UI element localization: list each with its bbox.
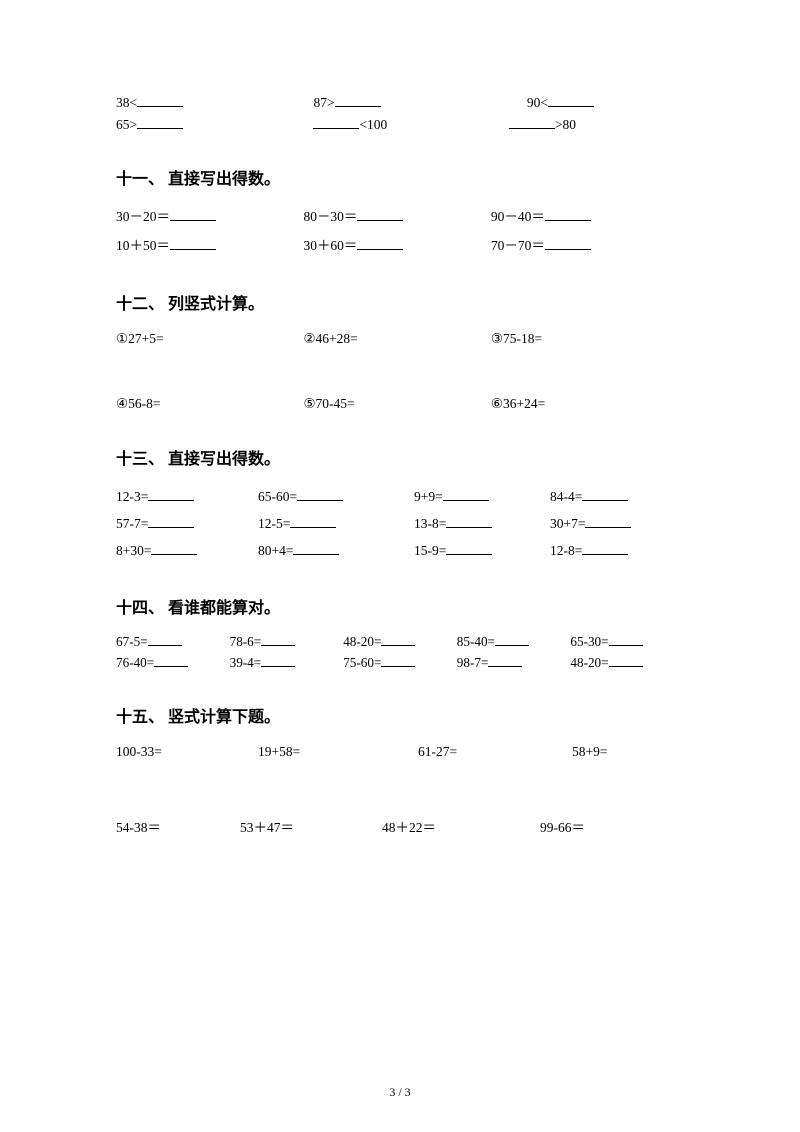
cell: >80: [491, 114, 684, 136]
s15-row-1: 100-33= 19+58= 61-27= 58+9=: [116, 741, 684, 763]
cell: 78-6=: [230, 632, 344, 652]
cell: ②46+28=: [303, 328, 490, 350]
section-15-title: 十五、 竖式计算下题。: [116, 703, 684, 727]
cell: 12-3=: [116, 483, 258, 510]
cell: 13-8=: [400, 510, 542, 537]
s13-row-1: 12-3= 65-60= 9+9= 84-4=: [116, 483, 684, 510]
cell: 38<: [116, 92, 303, 114]
cell: 65-30=: [570, 632, 684, 652]
cell: 80－30＝: [303, 203, 490, 231]
s14-row-1: 67-5= 78-6= 48-20= 85-40= 65-30=: [116, 632, 684, 652]
cell: 99-66＝: [524, 817, 666, 839]
cell: 58+9=: [542, 741, 684, 763]
s11-row-1: 30－20＝ 80－30＝ 90－40＝: [116, 203, 684, 231]
cell: 65>: [116, 114, 303, 136]
cell: 65-60=: [258, 483, 400, 510]
cell: 87>: [303, 92, 490, 114]
cell: 48-20=: [343, 632, 457, 652]
s13-row-2: 57-7= 12-5= 13-8= 30+7=: [116, 510, 684, 537]
cell: ④56-8=: [116, 393, 303, 415]
cell: 12-8=: [542, 537, 684, 564]
cell: 10＋50＝: [116, 232, 303, 260]
cell: 57-7=: [116, 510, 258, 537]
cell: ③75-18=: [491, 328, 684, 350]
cell: 48＋22＝: [382, 817, 524, 839]
cell: 30－20＝: [116, 203, 303, 231]
cell: 84-4=: [542, 483, 684, 510]
cell: 70－70＝: [491, 232, 684, 260]
cell: <100: [303, 114, 490, 136]
cell: 90－40＝: [491, 203, 684, 231]
cell: 8+30=: [116, 537, 258, 564]
compare-row-2: 65> <100 >80: [116, 114, 684, 136]
cell: 30+7=: [542, 510, 684, 537]
cell: 15-9=: [400, 537, 542, 564]
s14-row-2: 76-40= 39-4= 75-60= 98-7= 48-20=: [116, 653, 684, 673]
cell: 53＋47＝: [240, 817, 382, 839]
cell: 30＋60＝: [303, 232, 490, 260]
s12-row-1: ①27+5= ②46+28= ③75-18=: [116, 328, 684, 350]
section-13-title: 十三、 直接写出得数。: [116, 445, 684, 469]
cell: ①27+5=: [116, 328, 303, 350]
cell: 90<: [491, 92, 684, 114]
s15-row-2: 54-38＝ 53＋47＝ 48＋22＝ 99-66＝: [116, 817, 684, 839]
s11-row-2: 10＋50＝ 30＋60＝ 70－70＝: [116, 232, 684, 260]
cell: 9+9=: [400, 483, 542, 510]
cell: 61-27=: [400, 741, 542, 763]
section-11-title: 十一、 直接写出得数。: [116, 165, 684, 189]
cell: 85-40=: [457, 632, 571, 652]
s13-row-3: 8+30= 80+4= 15-9= 12-8=: [116, 537, 684, 564]
cell: ⑥36+24=: [491, 393, 684, 415]
cell: 54-38＝: [116, 817, 258, 839]
cell: 12-5=: [258, 510, 400, 537]
s12-row-2: ④56-8= ⑤70-45= ⑥36+24=: [116, 393, 684, 415]
cell: 76-40=: [116, 653, 230, 673]
cell: 67-5=: [116, 632, 230, 652]
cell: 100-33=: [116, 741, 258, 763]
cell: 98-7=: [457, 653, 571, 673]
cell: 19+58=: [258, 741, 400, 763]
cell: 39-4=: [230, 653, 344, 673]
section-14-title: 十四、 看谁都能算对。: [116, 594, 684, 618]
cell: ⑤70-45=: [303, 393, 490, 415]
cell: 80+4=: [258, 537, 400, 564]
cell: 75-60=: [343, 653, 457, 673]
compare-row-1: 38< 87> 90<: [116, 92, 684, 114]
page-number: 3 / 3: [0, 1085, 800, 1100]
section-12-title: 十二、 列竖式计算。: [116, 290, 684, 314]
cell: 48-20=: [570, 653, 684, 673]
